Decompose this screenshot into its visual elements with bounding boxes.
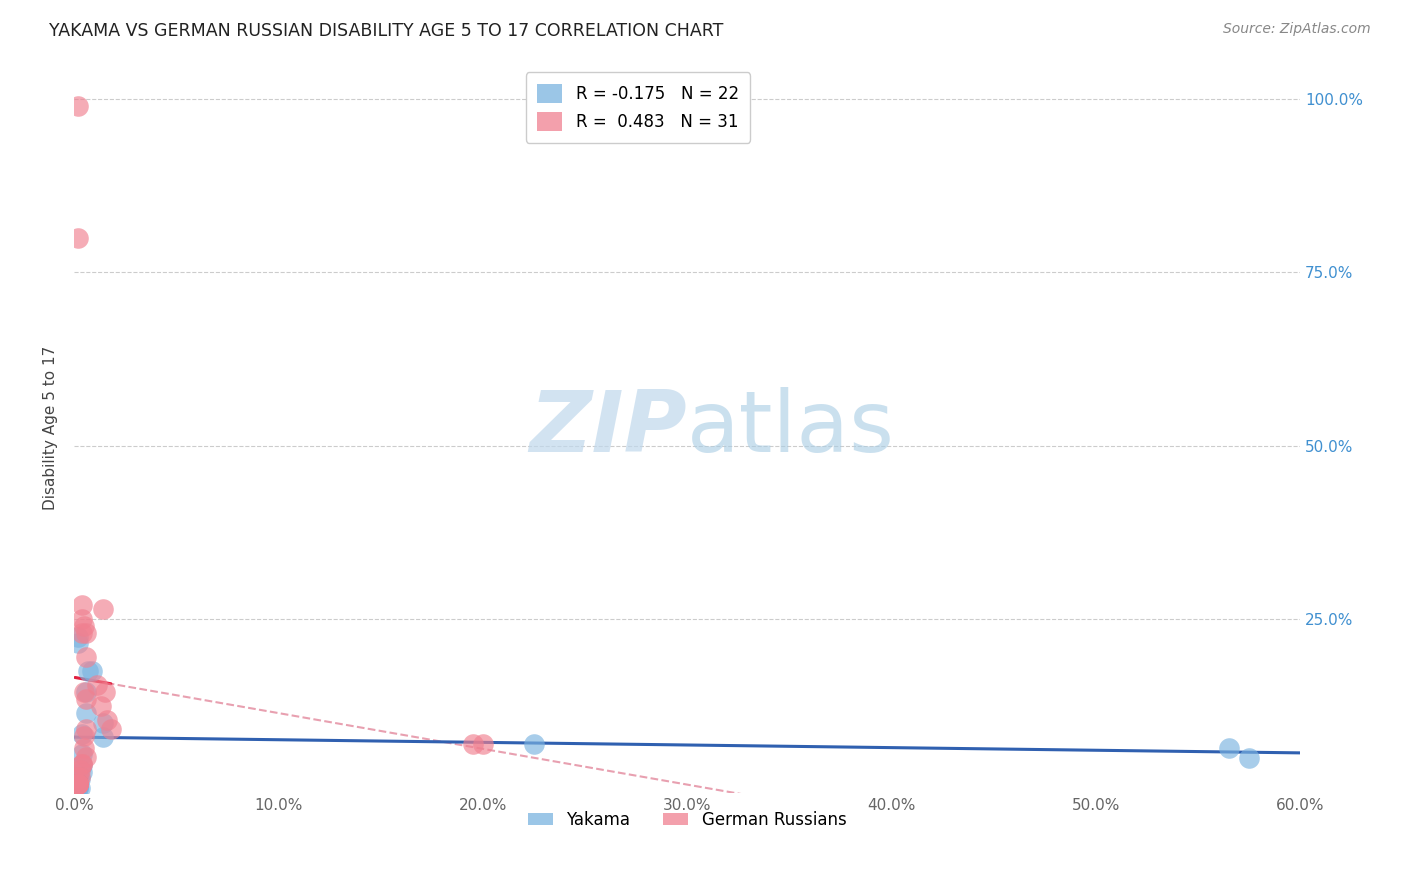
Point: [67, 777, 90, 791]
Point: [75, 685, 97, 699]
Point: [67, 777, 90, 791]
Point: [75, 650, 97, 665]
Point: [67, 777, 90, 791]
Point: [69, 764, 91, 778]
Point: [93, 685, 115, 699]
Point: [67, 779, 90, 793]
Text: atlas: atlas: [688, 387, 896, 470]
Point: [72, 612, 94, 626]
Point: [72, 747, 94, 762]
Point: [69, 772, 91, 786]
Point: [73, 729, 96, 743]
Point: [91, 716, 114, 731]
Point: [73, 685, 96, 699]
Point: [72, 756, 94, 771]
Point: [523, 737, 546, 751]
Point: [77, 664, 100, 678]
Point: [67, 98, 90, 112]
Point: [82, 664, 104, 678]
Point: [75, 722, 97, 736]
Point: [65, 772, 87, 786]
Point: [75, 749, 97, 764]
Y-axis label: Disability Age 5 to 17: Disability Age 5 to 17: [44, 346, 58, 510]
Legend: Yakama, German Russians: Yakama, German Russians: [522, 804, 853, 835]
Point: [75, 692, 97, 706]
Point: [73, 740, 96, 755]
Point: [72, 626, 94, 640]
Point: [69, 780, 91, 795]
Point: [67, 780, 90, 795]
Point: [67, 630, 90, 644]
Point: [96, 713, 118, 727]
Point: [72, 756, 94, 771]
Point: [72, 599, 94, 613]
Point: [67, 780, 90, 795]
Point: [461, 737, 484, 751]
Point: [75, 706, 97, 720]
Point: [72, 758, 94, 772]
Point: [67, 777, 90, 791]
Point: [69, 771, 91, 785]
Point: [86, 678, 108, 692]
Point: [91, 730, 114, 744]
Point: [1218, 740, 1240, 755]
Text: ZIP: ZIP: [530, 387, 688, 470]
Point: [471, 737, 494, 751]
Text: YAKAMA VS GERMAN RUSSIAN DISABILITY AGE 5 TO 17 CORRELATION CHART: YAKAMA VS GERMAN RUSSIAN DISABILITY AGE …: [49, 22, 724, 40]
Point: [67, 779, 90, 793]
Text: Source: ZipAtlas.com: Source: ZipAtlas.com: [1223, 22, 1371, 37]
Point: [67, 771, 90, 785]
Point: [73, 619, 96, 633]
Point: [67, 777, 90, 791]
Point: [67, 230, 90, 244]
Point: [72, 764, 94, 779]
Point: [91, 601, 114, 615]
Point: [72, 727, 94, 741]
Point: [90, 698, 112, 713]
Point: [67, 636, 90, 650]
Point: [100, 722, 122, 736]
Point: [75, 626, 97, 640]
Point: [1237, 751, 1260, 765]
